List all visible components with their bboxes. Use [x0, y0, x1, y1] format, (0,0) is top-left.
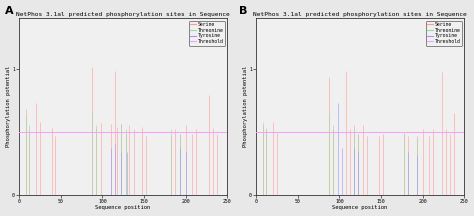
Text: A: A [5, 6, 13, 16]
Legend: Serine, Threonine, Tyrosine, Threshold: Serine, Threonine, Tyrosine, Threshold [189, 21, 225, 46]
Title: NetPhos 3.1al predicted phosphorylation sites in Sequence: NetPhos 3.1al predicted phosphorylation … [253, 12, 467, 17]
Title: NetPhos 3.1al predicted phosphorylation sites in Sequence: NetPhos 3.1al predicted phosphorylation … [16, 12, 230, 17]
Text: B: B [239, 6, 248, 16]
X-axis label: Sequence position: Sequence position [95, 205, 151, 210]
Y-axis label: Phosphorylation potential: Phosphorylation potential [6, 66, 10, 147]
Legend: Serine, Threonine, Tyrosine, Threshold: Serine, Threonine, Tyrosine, Threshold [426, 21, 462, 46]
X-axis label: Sequence position: Sequence position [332, 205, 388, 210]
Y-axis label: Phosphorylation potential: Phosphorylation potential [243, 66, 247, 147]
